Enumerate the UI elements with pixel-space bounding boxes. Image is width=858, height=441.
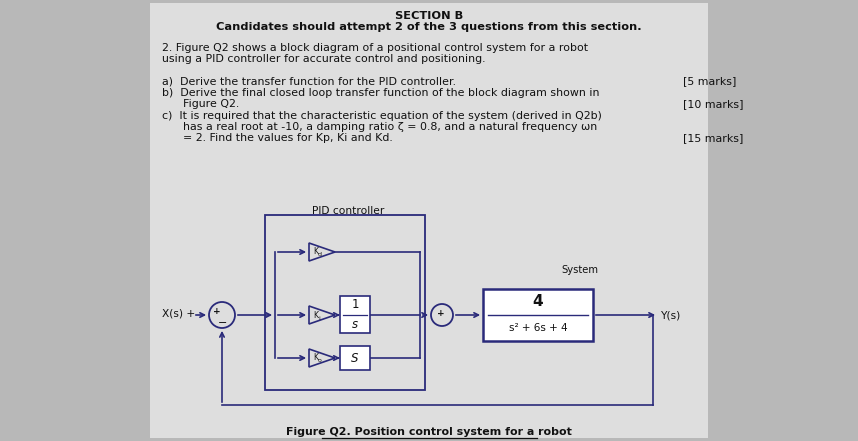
Text: c)  It is required that the characteristic equation of the system (derived in Q2: c) It is required that the characteristi… (162, 111, 601, 121)
Text: −: − (218, 318, 227, 328)
FancyBboxPatch shape (483, 289, 593, 341)
Text: +: + (438, 310, 444, 318)
Text: 4: 4 (533, 295, 543, 310)
Text: System: System (561, 265, 599, 275)
FancyBboxPatch shape (340, 346, 370, 370)
Text: K: K (313, 247, 318, 257)
FancyBboxPatch shape (340, 296, 370, 333)
Text: = 2. Find the values for Kp, Ki and Kd.: = 2. Find the values for Kp, Ki and Kd. (162, 133, 393, 143)
Text: [5 marks]: [5 marks] (683, 76, 736, 86)
Text: i: i (318, 315, 320, 321)
Text: d: d (318, 253, 322, 258)
Text: 2. Figure Q2 shows a block diagram of a positional control system for a robot: 2. Figure Q2 shows a block diagram of a … (162, 43, 588, 53)
Text: +: + (213, 306, 221, 315)
Text: K: K (313, 310, 318, 319)
Text: b)  Derive the final closed loop transfer function of the block diagram shown in: b) Derive the final closed loop transfer… (162, 88, 600, 98)
Text: Y(s): Y(s) (661, 310, 681, 320)
Text: Candidates should attempt 2 of the 3 questions from this section.: Candidates should attempt 2 of the 3 que… (216, 22, 642, 32)
Text: 1: 1 (351, 299, 359, 311)
Text: a)  Derive the transfer function for the PID controller.: a) Derive the transfer function for the … (162, 76, 456, 86)
Text: X(s) +: X(s) + (162, 309, 196, 319)
Text: using a PID controller for accurate control and positioning.: using a PID controller for accurate cont… (162, 54, 486, 64)
FancyBboxPatch shape (150, 3, 708, 438)
Text: K: K (313, 354, 318, 363)
Text: Figure Q2. Position control system for a robot: Figure Q2. Position control system for a… (286, 427, 572, 437)
Text: s² + 6s + 4: s² + 6s + 4 (509, 323, 567, 333)
Text: [15 marks]: [15 marks] (683, 133, 743, 143)
Text: SECTION B: SECTION B (395, 11, 463, 21)
Text: Figure Q2.: Figure Q2. (162, 99, 239, 109)
Text: PID controller: PID controller (311, 206, 384, 216)
Text: o: o (318, 359, 322, 363)
Text: S: S (351, 351, 359, 365)
Text: [10 marks]: [10 marks] (683, 99, 744, 109)
Text: s: s (352, 318, 358, 332)
Text: has a real root at -10, a damping ratio ζ = 0.8, and a natural frequency ωn: has a real root at -10, a damping ratio … (162, 122, 597, 132)
